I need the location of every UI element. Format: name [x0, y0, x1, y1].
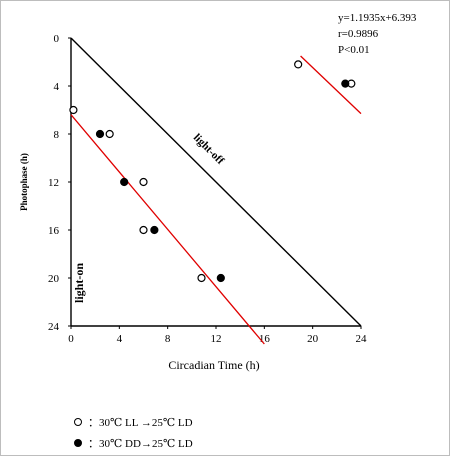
filled-data-point: [150, 225, 159, 235]
y-axis-label: Photophase (h): [19, 153, 29, 211]
y-tick-label: 24: [48, 321, 60, 333]
y-tick-label: 20: [48, 273, 60, 285]
legend: ：30℃ LL →25℃ LD ：30℃ DD→25℃ LD: [74, 411, 334, 453]
filled-data-point: [216, 273, 225, 283]
regression-main-line: [70, 114, 265, 345]
regression-p: P<0.01: [338, 44, 370, 56]
light-on-label: light-on: [72, 263, 86, 303]
x-tick-label: 0: [68, 333, 74, 345]
filled-circle-icon: [74, 438, 82, 447]
regression-equation: y=1.1935x+6.393: [338, 12, 417, 24]
light-off-boundary-line: [70, 37, 362, 327]
open-data-point: [105, 129, 114, 139]
filled-data-point: [95, 129, 105, 139]
y-tick-label: 16: [48, 225, 60, 237]
x-axis-label: Circadian Time (h): [168, 358, 259, 372]
x-tick-label: 20: [307, 333, 319, 345]
x-tick-label: 16: [259, 333, 271, 345]
regression-r: r=0.9896: [338, 28, 379, 40]
x-tick-label: 4: [117, 333, 123, 345]
legend-label-open: ：30℃ LL →25℃ LD: [88, 416, 193, 429]
open-data-point: [69, 105, 78, 115]
filled-data-point: [120, 177, 129, 187]
regression-upper-line: [300, 55, 362, 115]
open-data-point: [139, 225, 148, 235]
open-data-point: [294, 60, 303, 69]
open-data-point: [139, 177, 148, 187]
y-tick-label: 0: [54, 33, 60, 45]
filled-data-point: [341, 79, 350, 88]
x-tick-label: 12: [211, 333, 222, 345]
y-tick-label: 12: [48, 177, 59, 189]
legend-item-filled: ：30℃ DD→25℃ LD: [74, 432, 334, 453]
x-tick-label: 24: [356, 333, 368, 345]
y-tick-label: 4: [54, 81, 60, 93]
open-data-point: [197, 273, 206, 283]
legend-item-open: ：30℃ LL →25℃ LD: [74, 411, 334, 432]
x-tick-label: 8: [165, 333, 171, 345]
open-circle-icon: [74, 417, 82, 426]
legend-label-filled: ：30℃ DD→25℃ LD: [88, 437, 193, 450]
y-tick-label: 8: [54, 129, 60, 141]
